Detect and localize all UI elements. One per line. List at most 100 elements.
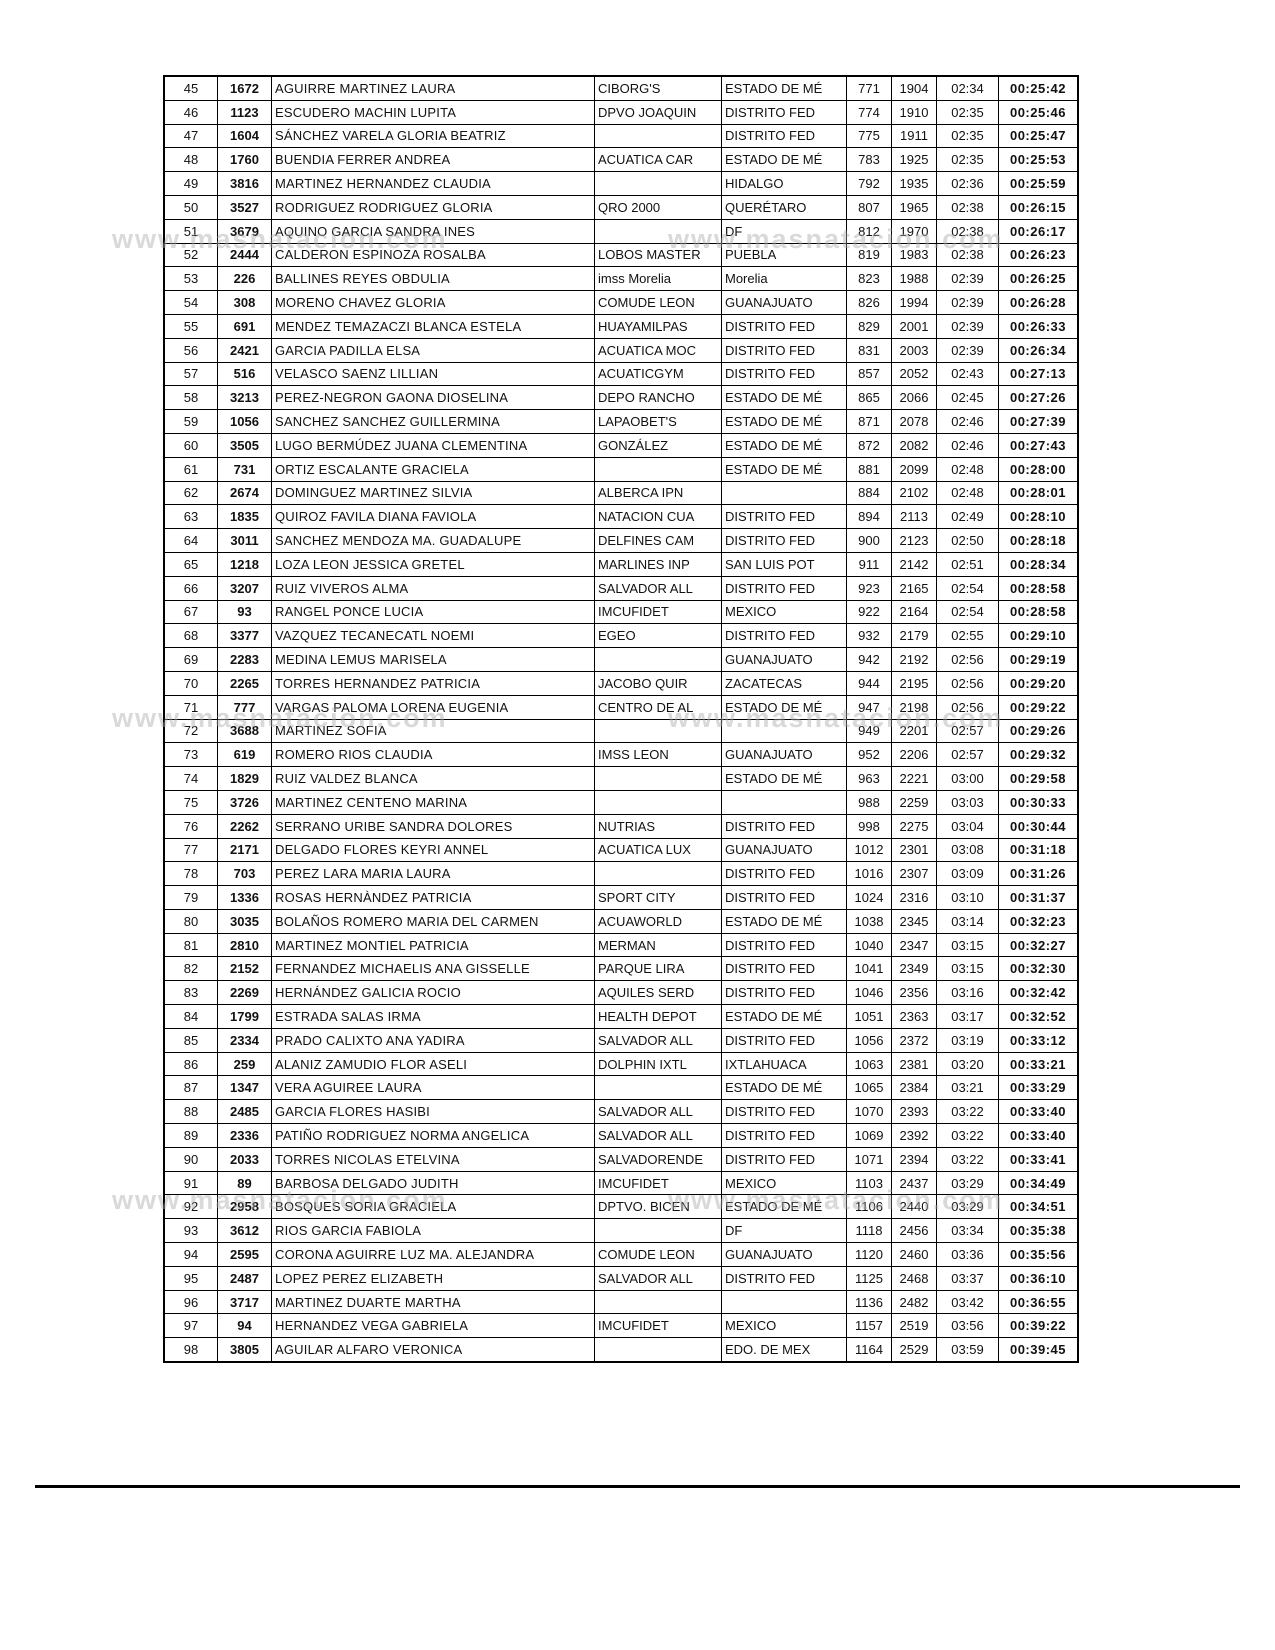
col-overall-number: 949 bbox=[846, 718, 892, 744]
col-sequence-number: 2372 bbox=[891, 1027, 937, 1053]
col-pace: 02:48 bbox=[936, 456, 999, 482]
col-overall-number: 1040 bbox=[846, 932, 892, 958]
col-sequence-number: 2052 bbox=[891, 361, 937, 387]
col-finish-time: 00:25:59 bbox=[998, 171, 1079, 196]
table-row: 45 1672 AGUIRRE MARTINEZ LAURA CIBORG'S ESTA… bbox=[163, 75, 1079, 101]
col-position: 98 bbox=[163, 1337, 218, 1363]
col-overall-number: 923 bbox=[846, 575, 892, 601]
col-athlete-name: AGUILAR ALFARO VERONICA bbox=[271, 1337, 595, 1363]
col-finish-time: 00:27:13 bbox=[998, 361, 1079, 387]
col-finish-time: 00:29:26 bbox=[998, 718, 1079, 744]
col-bib-number: 2485 bbox=[217, 1099, 272, 1125]
col-position: 60 bbox=[163, 432, 218, 458]
col-bib-number: 2283 bbox=[217, 647, 272, 672]
col-finish-time: 00:39:22 bbox=[998, 1313, 1079, 1339]
col-bib-number: 2269 bbox=[217, 980, 272, 1006]
col-overall-number: 1016 bbox=[846, 861, 892, 887]
col-team: IMCUFIDET bbox=[594, 599, 722, 625]
col-sequence-number: 2456 bbox=[891, 1218, 937, 1244]
col-team: NUTRIAS bbox=[594, 813, 722, 839]
col-sequence-number: 2381 bbox=[891, 1051, 937, 1077]
col-position: 71 bbox=[163, 694, 218, 720]
table-row: 75 3726 MARTINEZ CENTENO MARINA 988 2259 03:0… bbox=[163, 789, 1079, 815]
results-table-body: 45 1672 AGUIRRE MARTINEZ LAURA CIBORG'S ESTA… bbox=[163, 75, 1079, 1363]
col-finish-time: 00:31:37 bbox=[998, 885, 1079, 910]
col-sequence-number: 2078 bbox=[891, 409, 937, 434]
col-position: 45 bbox=[163, 75, 218, 101]
col-pace: 03:29 bbox=[936, 1194, 999, 1220]
col-pace: 03:15 bbox=[936, 932, 999, 958]
col-state: DISTRITO FED bbox=[721, 932, 847, 958]
col-overall-number: 1071 bbox=[846, 1146, 892, 1172]
table-row: 69 2283 MEDINA LEMUS MARISELA GUANAJUATO 942… bbox=[163, 647, 1079, 672]
col-team: SALVADORENDE bbox=[594, 1146, 722, 1172]
col-team bbox=[594, 647, 722, 672]
col-athlete-name: MARTINEZ DUARTE MARTHA bbox=[271, 1289, 595, 1315]
col-position: 81 bbox=[163, 932, 218, 958]
col-athlete-name: MARTINEZ HERNANDEZ CLAUDIA bbox=[271, 171, 595, 196]
col-athlete-name: VAZQUEZ TECANECATL NOEMI bbox=[271, 623, 595, 649]
col-athlete-name: CORONA AGUIRRE LUZ MA. ALEJANDRA bbox=[271, 1242, 595, 1267]
col-finish-time: 00:26:15 bbox=[998, 194, 1079, 220]
col-state: MEXICO bbox=[721, 599, 847, 625]
col-finish-time: 00:32:52 bbox=[998, 1004, 1079, 1029]
table-row: 61 731 ORTIZ ESCALANTE GRACIELA ESTADO DE M… bbox=[163, 456, 1079, 482]
col-state: ESTADO DE MÉ bbox=[721, 75, 847, 101]
col-overall-number: 1056 bbox=[846, 1027, 892, 1053]
col-athlete-name: VELASCO SAENZ LILLIAN bbox=[271, 361, 595, 387]
col-bib-number: 3688 bbox=[217, 718, 272, 744]
col-sequence-number: 1983 bbox=[891, 242, 937, 268]
col-team bbox=[594, 1337, 722, 1363]
col-sequence-number: 1988 bbox=[891, 266, 937, 292]
col-team: DELFINES CAM bbox=[594, 528, 722, 553]
col-bib-number: 3207 bbox=[217, 575, 272, 601]
col-position: 92 bbox=[163, 1194, 218, 1220]
table-row: 92 2958 BOSQUES SORIA GRACIELA DPTVO. BICEN… bbox=[163, 1194, 1079, 1220]
col-state bbox=[721, 480, 847, 506]
col-bib-number: 94 bbox=[217, 1313, 272, 1339]
col-position: 58 bbox=[163, 385, 218, 411]
col-athlete-name: ROSAS HERNÀNDEZ PATRICIA bbox=[271, 885, 595, 910]
col-finish-time: 00:27:43 bbox=[998, 432, 1079, 458]
col-pace: 03:00 bbox=[936, 766, 999, 791]
col-finish-time: 00:28:58 bbox=[998, 575, 1079, 601]
col-state: ESTADO DE MÉ bbox=[721, 694, 847, 720]
col-overall-number: 944 bbox=[846, 670, 892, 696]
col-bib-number: 703 bbox=[217, 861, 272, 887]
col-bib-number: 93 bbox=[217, 599, 272, 625]
col-athlete-name: AGUIRRE MARTINEZ LAURA bbox=[271, 75, 595, 101]
table-row: 83 2269 HERNÁNDEZ GALICIA ROCIO AQUILES SER… bbox=[163, 980, 1079, 1006]
col-position: 86 bbox=[163, 1051, 218, 1077]
col-position: 75 bbox=[163, 789, 218, 815]
col-bib-number: 3035 bbox=[217, 908, 272, 934]
table-row: 86 259 ALANIZ ZAMUDIO FLOR ASELI DOLPHIN IX… bbox=[163, 1051, 1079, 1077]
col-state: DISTRITO FED bbox=[721, 337, 847, 363]
col-state: MEXICO bbox=[721, 1170, 847, 1196]
col-position: 84 bbox=[163, 1004, 218, 1029]
col-state: DISTRITO FED bbox=[721, 1027, 847, 1053]
col-bib-number: 2171 bbox=[217, 837, 272, 863]
col-state: Morelia bbox=[721, 266, 847, 292]
col-sequence-number: 2529 bbox=[891, 1337, 937, 1363]
col-sequence-number: 2394 bbox=[891, 1146, 937, 1172]
col-athlete-name: RIOS GARCIA FABIOLA bbox=[271, 1218, 595, 1244]
col-position: 97 bbox=[163, 1313, 218, 1339]
col-athlete-name: ESTRADA SALAS IRMA bbox=[271, 1004, 595, 1029]
col-bib-number: 2958 bbox=[217, 1194, 272, 1220]
col-pace: 02:55 bbox=[936, 623, 999, 649]
table-row: 56 2421 GARCIA PADILLA ELSA ACUATICA MOC DIS… bbox=[163, 337, 1079, 363]
col-overall-number: 1041 bbox=[846, 956, 892, 982]
col-position: 61 bbox=[163, 456, 218, 482]
col-position: 52 bbox=[163, 242, 218, 268]
col-finish-time: 00:26:17 bbox=[998, 218, 1079, 244]
col-athlete-name: FERNANDEZ MICHAELIS ANA GISSELLE bbox=[271, 956, 595, 982]
col-position: 72 bbox=[163, 718, 218, 744]
col-pace: 02:50 bbox=[936, 528, 999, 553]
col-team: IMSS LEON bbox=[594, 742, 722, 768]
col-state bbox=[721, 718, 847, 744]
col-bib-number: 1672 bbox=[217, 75, 272, 101]
col-athlete-name: LOPEZ PEREZ ELIZABETH bbox=[271, 1265, 595, 1291]
col-team: HUAYAMILPAS bbox=[594, 313, 722, 339]
table-row: 59 1056 SANCHEZ SANCHEZ GUILLERMINA LAPAOBE… bbox=[163, 409, 1079, 434]
table-row: 67 93 RANGEL PONCE LUCIA IMCUFIDET MEXICO 922… bbox=[163, 599, 1079, 625]
